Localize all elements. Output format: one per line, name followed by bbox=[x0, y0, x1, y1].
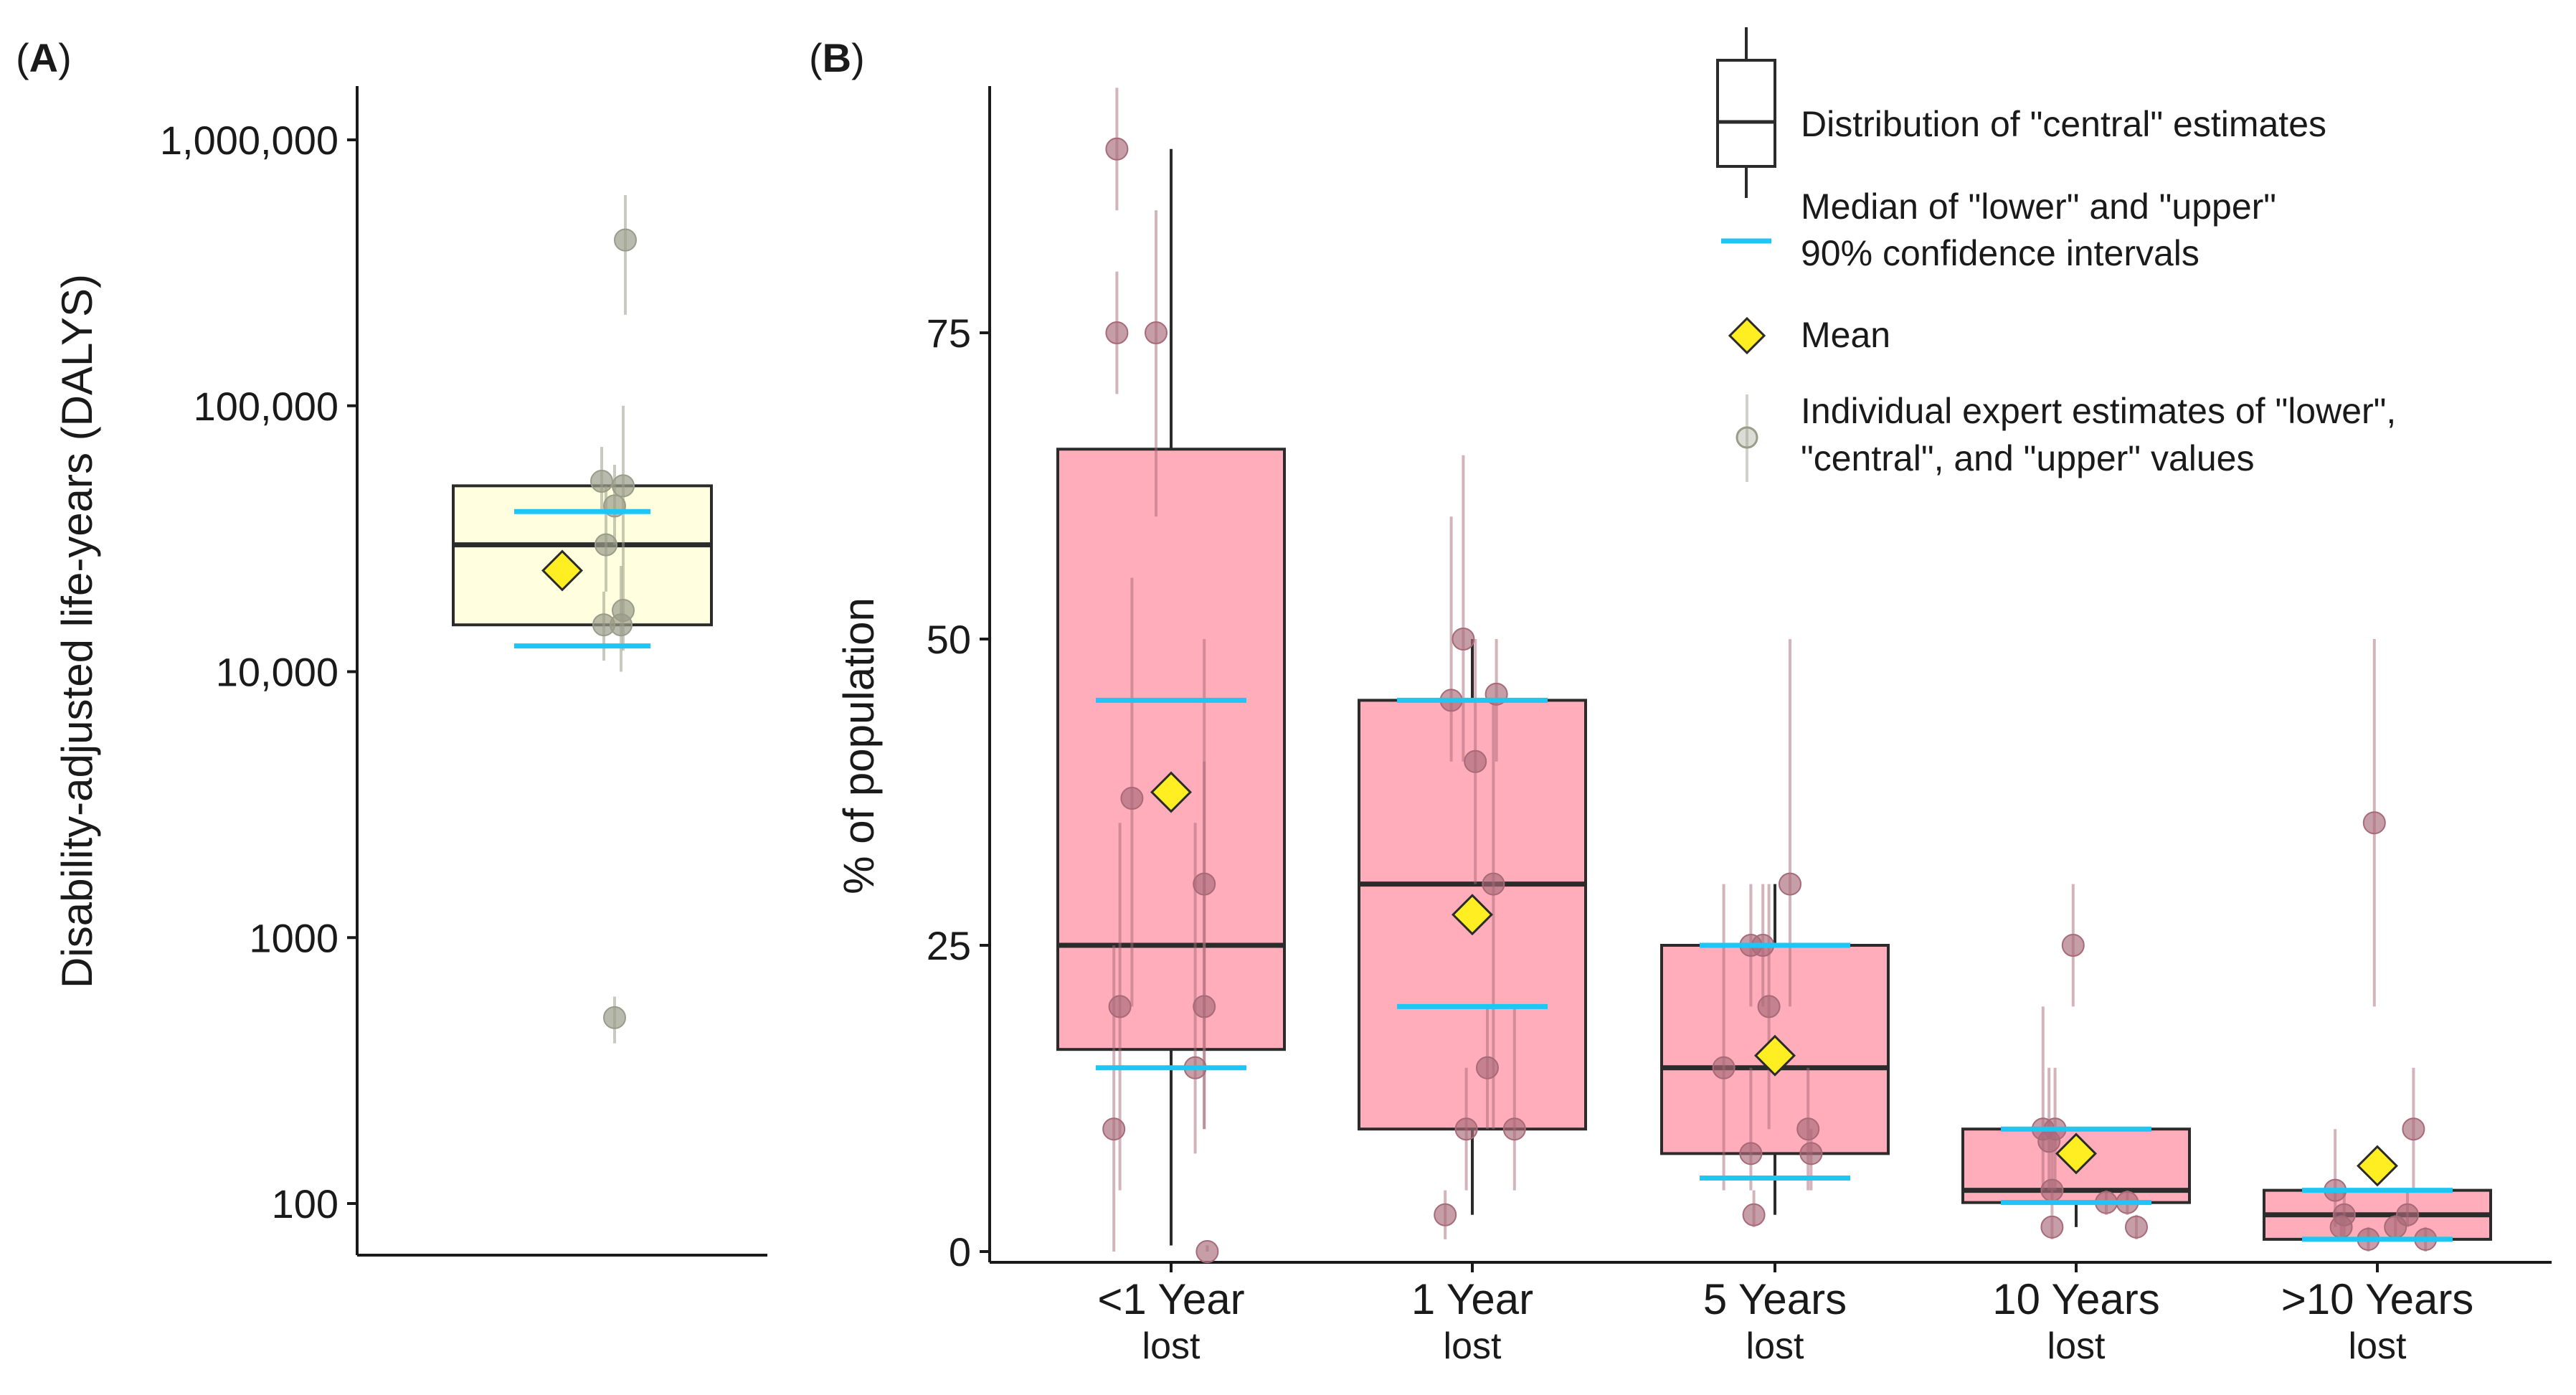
panel-b-marks bbox=[1056, 88, 2492, 1263]
panel-b-category-sublabel: lost bbox=[1444, 1325, 1502, 1367]
legend-mean-label: Mean bbox=[1801, 315, 1890, 355]
panel-b-point bbox=[1482, 872, 1505, 896]
legend-ci-label-line2: 90% confidence intervals bbox=[1801, 233, 2199, 273]
panel-b-point bbox=[1105, 321, 1129, 344]
panel-b-point bbox=[1108, 995, 1132, 1018]
panel-b-point bbox=[1712, 1056, 1736, 1079]
panel-b-point bbox=[1434, 1203, 1457, 1226]
panel-b-point bbox=[1452, 628, 1475, 651]
panel-a-point bbox=[603, 1006, 626, 1029]
panel-b-point bbox=[2040, 1178, 2064, 1202]
legend-box-key bbox=[1716, 59, 1776, 168]
panel-b-point bbox=[1105, 137, 1129, 161]
panel-a-label: (A) bbox=[16, 35, 72, 80]
panel-b-point bbox=[1120, 787, 1144, 810]
panel-b-mean bbox=[1452, 894, 1493, 936]
legend-points-label-line2: "central", and "upper" values bbox=[1801, 438, 2254, 478]
panel-b-point bbox=[2061, 934, 2085, 957]
panel-b-point bbox=[1502, 1117, 1526, 1141]
panel-a-y-tick-label: 1000 bbox=[249, 915, 338, 960]
panel-b-point bbox=[1739, 1142, 1763, 1165]
panel-b-category-sublabel: lost bbox=[2349, 1325, 2407, 1367]
panel-b-mean bbox=[2055, 1132, 2097, 1175]
panel-b-label: (B) bbox=[809, 35, 865, 80]
panel-b-category-sublabel: lost bbox=[1746, 1325, 1804, 1367]
panel-b-point bbox=[1464, 749, 1487, 773]
panel-b-box bbox=[1056, 448, 1286, 1051]
panel-b-category-label: 1 Year bbox=[1411, 1275, 1533, 1323]
legend: Distribution of "central" estimates Medi… bbox=[1716, 27, 2396, 482]
panel-b-mean bbox=[2357, 1145, 2398, 1187]
panel-b-point bbox=[2384, 1215, 2407, 1239]
panel-b-category-label: >10 Years bbox=[2281, 1275, 2474, 1323]
legend-ci-label-line1: Median of "lower" and "upper" bbox=[1801, 186, 2276, 227]
legend-box-label: Distribution of "central" estimates bbox=[1801, 104, 2326, 144]
panel-a-point bbox=[614, 228, 637, 252]
panel-a-y-tick-label: 100,000 bbox=[194, 384, 338, 429]
panel-b-point bbox=[2040, 1215, 2064, 1239]
panel-b-point bbox=[2329, 1215, 2353, 1239]
panel-a-plot: Disability-adjusted life-years (DALYS) 1… bbox=[53, 86, 767, 1257]
panel-b-point bbox=[1145, 321, 1168, 344]
panel-b-point bbox=[1779, 872, 1801, 896]
panel-a-y-tick-label: 1,000,000 bbox=[160, 118, 338, 163]
panel-b-category-sublabel: lost bbox=[1142, 1325, 1201, 1367]
panel-a-y-tick-label: 10,000 bbox=[216, 650, 338, 695]
panel-b-y-tick-label: 50 bbox=[927, 617, 971, 662]
panel-b-point bbox=[1102, 1117, 1126, 1141]
panel-b-point bbox=[2125, 1215, 2148, 1239]
panel-a-mean bbox=[541, 549, 583, 592]
panel-b-mean bbox=[1754, 1034, 1796, 1077]
panel-a-point bbox=[592, 613, 615, 637]
panel-a-point bbox=[612, 474, 635, 498]
panel-a-point bbox=[590, 470, 613, 493]
panel-a-point bbox=[595, 533, 617, 557]
panel-b-point bbox=[1454, 1117, 1478, 1141]
panel-b-point bbox=[1195, 1240, 1219, 1263]
panel-a-y-tick-label: 100 bbox=[272, 1181, 338, 1226]
panel-b-y-tick-label: 0 bbox=[949, 1229, 971, 1275]
panel-b-point bbox=[1193, 995, 1216, 1018]
panel-b-point bbox=[1796, 1117, 1820, 1141]
panel-b-point bbox=[1476, 1056, 1499, 1079]
panel-b-point bbox=[2362, 811, 2386, 835]
legend-mean-key bbox=[1728, 316, 1766, 355]
panel-a-y-axis-title: Disability-adjusted life-years (DALYS) bbox=[53, 274, 101, 988]
panel-a-box bbox=[452, 484, 713, 627]
panel-b-y-tick-label: 75 bbox=[927, 311, 971, 356]
panel-b-y-axis-title: % of population bbox=[835, 597, 883, 894]
panel-b-mean bbox=[1150, 771, 1192, 813]
panel-b-point bbox=[2402, 1117, 2425, 1141]
legend-points-label-line1: Individual expert estimates of "lower", bbox=[1801, 391, 2396, 431]
panel-a-marks bbox=[452, 194, 713, 1044]
panel-b-category-label: <1 Year bbox=[1097, 1275, 1244, 1323]
panel-b-category-sublabel: lost bbox=[2047, 1325, 2106, 1367]
panel-b-y-tick-label: 25 bbox=[927, 923, 971, 968]
panel-a-axes: 100 1000 10,000 100,000 1,000,000 bbox=[160, 86, 767, 1257]
panel-b-category-label: 10 Years bbox=[1992, 1275, 2160, 1323]
panel-b-point bbox=[1742, 1203, 1766, 1226]
panel-b-point bbox=[1799, 1142, 1823, 1165]
legend-points-key bbox=[1736, 426, 1758, 449]
panel-b-point bbox=[1757, 995, 1781, 1018]
panel-b-category-label: 5 Years bbox=[1703, 1275, 1847, 1323]
